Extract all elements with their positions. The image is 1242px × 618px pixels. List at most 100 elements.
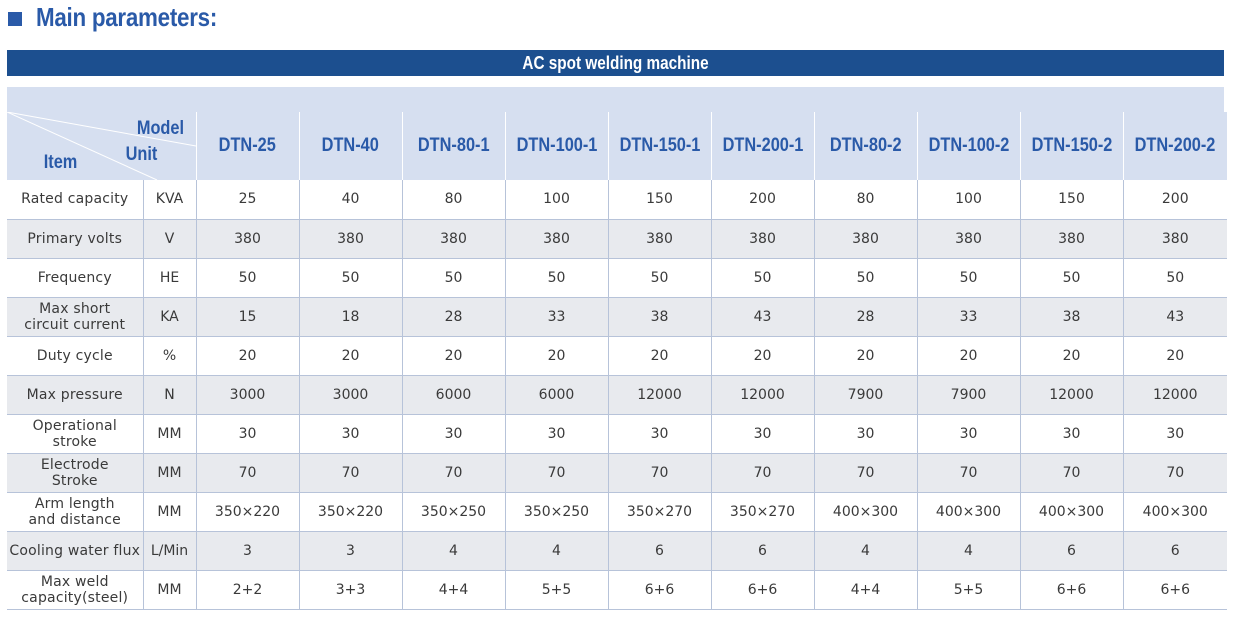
unit-cell: MM (142, 492, 196, 532)
table-row: Rated capacity KVA 25 40 80 100 150 200 80 100 150… (7, 180, 1227, 220)
table-row: Frequency HE 50 50 50 50 50 50 50 50 50 50 (7, 258, 1227, 298)
value-cell: 30 (1019, 414, 1123, 454)
value-cell: 15 (195, 297, 299, 337)
unit-cell: MM (142, 453, 196, 493)
item-cell: Max weld capacity(steel) (7, 570, 143, 610)
value-cell: 4 (813, 531, 917, 571)
value-cell: 6 (710, 531, 814, 571)
value-cell: 6+6 (1019, 570, 1123, 610)
model-name: DTN-100-2 (928, 135, 1009, 156)
value-cell: 30 (195, 414, 299, 454)
value-cell: 20 (504, 336, 608, 376)
value-cell: 6 (607, 531, 711, 571)
value-cell: 20 (1122, 336, 1227, 376)
value-cell: 7900 (813, 375, 917, 415)
item-cell: Arm length and distance (7, 492, 143, 532)
table-row: Arm length and distance MM 350×220 350×220 35… (7, 492, 1227, 532)
value-cell: 20 (298, 336, 402, 376)
value-cell: 2+2 (195, 570, 299, 610)
value-cell: 50 (401, 258, 505, 298)
value-cell: 380 (298, 219, 402, 259)
item-line: Arm length (34, 495, 115, 512)
value-cell: 400×300 (813, 492, 917, 532)
value-cell: 380 (401, 219, 505, 259)
value-cell: 38 (1019, 297, 1123, 337)
value-cell: 380 (504, 219, 608, 259)
item-line: Max short (39, 300, 111, 317)
value-cell: 6 (1122, 531, 1227, 571)
header-spacer-band (7, 87, 1224, 112)
table-row: Cooling water flux L/Min 3 3 4 4 6 6 4 4 6 6 (7, 531, 1227, 571)
value-cell: 380 (195, 219, 299, 259)
value-cell: 70 (298, 453, 402, 493)
item-line: capacity(steel) (21, 589, 129, 606)
value-cell: 30 (1122, 414, 1227, 454)
value-cell: 30 (916, 414, 1020, 454)
unit-label: Unit (125, 144, 157, 165)
value-cell: 80 (401, 180, 505, 220)
unit-cell: MM (142, 414, 196, 454)
value-cell: 4 (401, 531, 505, 571)
value-cell: 4+4 (813, 570, 917, 610)
value-cell: 30 (504, 414, 608, 454)
unit-cell: % (142, 336, 196, 376)
banner-title: AC spot welding machine (522, 52, 709, 73)
model-header-cell: DTN-200-1 (710, 112, 814, 180)
model-header-cell: DTN-80-1 (401, 112, 505, 180)
table-header-row: Model Unit Item DTN-25 DTN-40 DTN-80-1 DTN-… (7, 112, 1227, 180)
value-cell: 33 (916, 297, 1020, 337)
value-cell: 350×250 (401, 492, 505, 532)
value-cell: 20 (1019, 336, 1123, 376)
value-cell: 6 (1019, 531, 1123, 571)
value-cell: 30 (298, 414, 402, 454)
value-cell: 100 (504, 180, 608, 220)
model-name: DTN-200-2 (1134, 135, 1216, 156)
model-name: DTN-200-1 (722, 135, 803, 156)
spec-table: Model Unit Item DTN-25 DTN-40 DTN-80-1 DTN-… (7, 112, 1227, 610)
value-cell: 30 (710, 414, 814, 454)
value-cell: 4 (504, 531, 608, 571)
value-cell: 400×300 (1019, 492, 1123, 532)
unit-cell: KA (142, 297, 196, 337)
value-cell: 3+3 (298, 570, 402, 610)
value-cell: 70 (195, 453, 299, 493)
unit-cell: N (142, 375, 196, 415)
model-name: DTN-100-1 (516, 135, 597, 156)
table-row: Operational stroke MM 30 30 30 30 30 30 30 30 30 30 (7, 414, 1227, 454)
value-cell: 80 (813, 180, 917, 220)
item-cell: Max pressure (7, 375, 143, 415)
value-cell: 3 (298, 531, 402, 571)
value-cell: 25 (195, 180, 299, 220)
model-header-cell: DTN-100-1 (504, 112, 608, 180)
value-cell: 70 (1019, 453, 1123, 493)
value-cell: 20 (813, 336, 917, 376)
value-cell: 30 (401, 414, 505, 454)
item-line: Operational (32, 417, 117, 434)
value-cell: 50 (813, 258, 917, 298)
value-cell: 50 (298, 258, 402, 298)
table-row: Duty cycle% 20 20 20 20 20 20 20 20 20 20 (7, 336, 1227, 376)
value-cell: 6000 (401, 375, 505, 415)
item-cell: Operational stroke (7, 414, 143, 454)
item-cell: Electrode Stroke (7, 453, 143, 493)
value-cell: 380 (1122, 219, 1227, 259)
unit-cell: MM (142, 570, 196, 610)
table-row: Max pressure N 3000 3000 6000 6000 12000 12000 7… (7, 375, 1227, 415)
item-line: Electrode (40, 456, 109, 473)
value-cell: 20 (710, 336, 814, 376)
unit-cell: L/Min (142, 531, 196, 571)
corner-diagonal-lines (7, 112, 196, 180)
value-cell: 18 (298, 297, 402, 337)
unit-cell: HE (142, 258, 196, 298)
model-header-cell: DTN-200-2 (1122, 112, 1227, 180)
value-cell: 30 (607, 414, 711, 454)
value-cell: 350×250 (504, 492, 608, 532)
model-header-cell: DTN-100-2 (916, 112, 1020, 180)
item-cell: Cooling water flux (7, 531, 143, 571)
value-cell: 12000 (1122, 375, 1227, 415)
value-cell: 70 (813, 453, 917, 493)
value-cell: 380 (813, 219, 917, 259)
value-cell: 350×220 (195, 492, 299, 532)
value-cell: 38 (607, 297, 711, 337)
value-cell: 350×270 (607, 492, 711, 532)
